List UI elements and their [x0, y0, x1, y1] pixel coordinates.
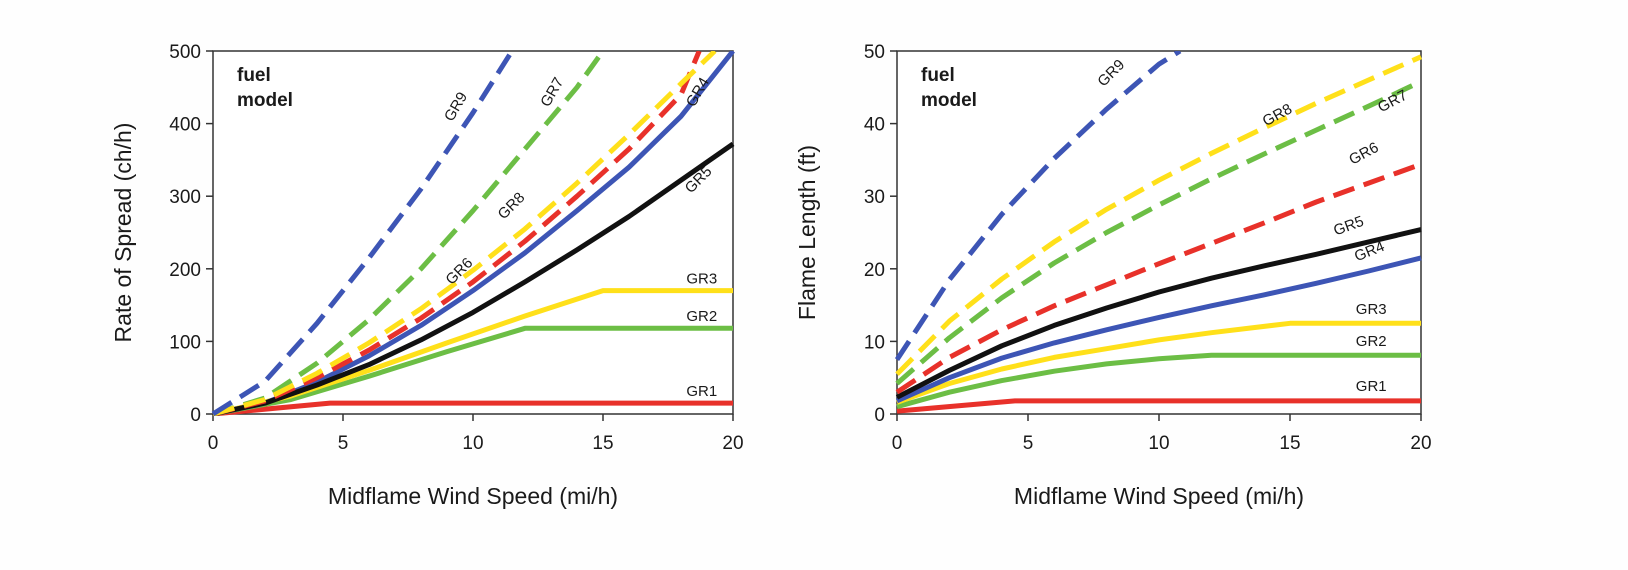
legend-title-line: fuel: [921, 65, 955, 86]
x-tick-label: 0: [208, 433, 219, 454]
y-tick-label: 0: [874, 405, 885, 426]
series-line-gr7: [895, 79, 1423, 386]
y-tick-label: 20: [864, 260, 885, 281]
x-axis-title: Midflame Wind Speed (mi/h): [328, 483, 618, 509]
legend-title-line: model: [237, 90, 293, 111]
x-tick-label: 5: [338, 433, 349, 454]
x-tick-label: 15: [592, 433, 613, 454]
series-line-gr9: [895, 51, 1182, 361]
series-line-gr2: [896, 352, 1421, 410]
series-line-gr6: [895, 161, 1422, 395]
series-line-gr6: [212, 51, 702, 416]
series-line-gr8: [212, 51, 717, 416]
series-line-gr5: [895, 227, 1422, 400]
series-line-gr2: [212, 325, 733, 416]
y-tick-label: 50: [864, 42, 885, 63]
series-line-gr4: [895, 255, 1422, 404]
x-tick-label: 20: [1410, 433, 1431, 454]
series-label-gr2: GR2: [686, 308, 717, 325]
series-line-gr3: [896, 320, 1421, 405]
series-line-gr9: [211, 51, 515, 416]
y-tick-label: 100: [169, 332, 201, 353]
series-label-gr3: GR3: [686, 270, 717, 287]
series-line-gr1: [212, 400, 733, 416]
y-axis-title: Flame Length (ft): [794, 145, 820, 320]
series-group: [895, 51, 1423, 414]
chart-panel-2: 0 10 20 30 40 50 0 5 10 15 20 Midflame Wind Speed (…: [794, 42, 1432, 509]
legend-title-line: fuel: [237, 65, 271, 86]
y-tick-label: 10: [864, 332, 885, 353]
x-tick-label: 5: [1023, 433, 1034, 454]
series-group: [211, 51, 735, 416]
x-tick-label: 10: [462, 433, 483, 454]
x-tick-label: 20: [722, 433, 743, 454]
series-label-gr2: GR2: [1356, 333, 1387, 350]
y-axis-title: Rate of Spread (ch/h): [110, 123, 136, 343]
chart-panel-1: 0 100 200 300 400 500 0 5 10 15 20 Midflame Wind Sp…: [110, 42, 744, 509]
series-line-gr1: [896, 398, 1421, 414]
x-tick-label: 0: [892, 433, 903, 454]
x-tick-label: 10: [1148, 433, 1169, 454]
series-line-gr8: [895, 54, 1423, 376]
series-label-gr1: GR1: [1356, 378, 1387, 395]
y-tick-label: 400: [169, 115, 201, 136]
y-tick-label: 40: [864, 115, 885, 136]
y-tick-label: 0: [190, 405, 201, 426]
series-line-gr7: [212, 51, 606, 416]
y-tick-label: 500: [169, 42, 201, 63]
y-tick-label: 30: [864, 187, 885, 208]
x-tick-label: 15: [1279, 433, 1300, 454]
x-axis-title: Midflame Wind Speed (mi/h): [1014, 483, 1304, 509]
series-label-gr1: GR1: [686, 383, 717, 400]
series-label-gr3: GR3: [1356, 301, 1387, 318]
y-tick-label: 200: [169, 260, 201, 281]
series-line-gr5: [212, 141, 735, 416]
y-tick-label: 300: [169, 187, 201, 208]
legend-title-line: model: [921, 90, 977, 111]
